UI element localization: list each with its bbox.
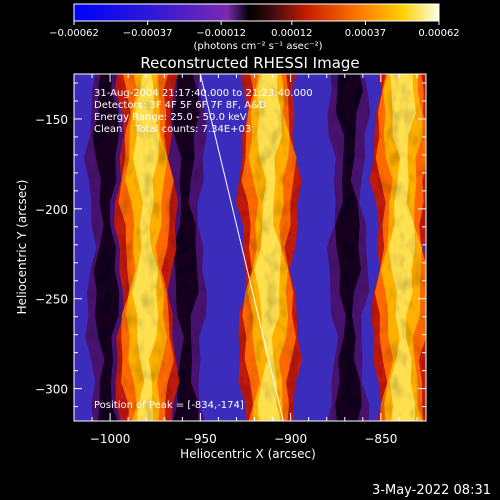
colorbar-tick-label: −0.00037: [123, 28, 173, 39]
y-tick-label: −150: [35, 113, 68, 127]
image-stripes: [83, 74, 426, 421]
x-tick-label: −850: [364, 432, 397, 446]
colorbar: [73, 3, 440, 22]
bright-stripe-core: [254, 74, 283, 421]
y-axis-label: Heliocentric Y (arcsec): [15, 180, 29, 315]
chart-title: Reconstructed RHESSI Image: [140, 54, 359, 72]
colorbar-tick-label: 0.00012: [271, 28, 312, 39]
x-tick-label: −1000: [90, 432, 131, 446]
colorbar-tick-label: −0.00062: [49, 28, 99, 39]
bright-stripe-core: [132, 74, 160, 421]
colorbar-tick-label: 0.00037: [345, 28, 386, 39]
colorbar-tick-label: −0.00012: [196, 28, 246, 39]
y-tick-label: −300: [35, 383, 68, 397]
plot-frame: [73, 73, 427, 422]
footer-date: 3-May-2022 08:31: [372, 483, 491, 498]
colorbar-ticks: −0.00062 −0.00037 −0.00012 0.00012 0.00037 0.…: [49, 21, 460, 39]
annotation-time-range: 31-Aug-2004 21:17:40.000 to 21:23:40.000: [94, 88, 313, 99]
annotation-total-counts: Clean Total counts: 7.34E+03: [94, 124, 251, 135]
dark-stripe-core: [172, 74, 200, 421]
x-tick-label: −950: [184, 432, 217, 446]
x-axis-label: Heliocentric X (arcsec): [180, 447, 316, 461]
colorbar-unit-label: (photons cm⁻² s⁻¹ asec⁻²): [193, 41, 322, 52]
bright-stripe-core: [388, 74, 417, 421]
axes: −1000 −950 −900 −850 −150 −200 −250 −300: [35, 74, 426, 446]
colorbar-tick-label: 0.00062: [418, 28, 459, 39]
y-tick-label: −250: [35, 293, 68, 307]
dark-stripe-core: [335, 74, 363, 421]
x-tick-label: −900: [274, 432, 307, 446]
y-tick-label: −200: [35, 203, 68, 217]
annotation-energy-range: Energy Range: 25.0 - 50.0 keV: [94, 112, 247, 123]
annotation-detectors: Detectors: 3F 4F 5F 6F 7F 8F, A&D: [94, 100, 267, 111]
solar-limb-line: [199, 74, 284, 421]
dark-stripe-core: [92, 74, 120, 421]
annotation-peak-position: Position of Peak = [-834,-174]: [94, 400, 244, 411]
